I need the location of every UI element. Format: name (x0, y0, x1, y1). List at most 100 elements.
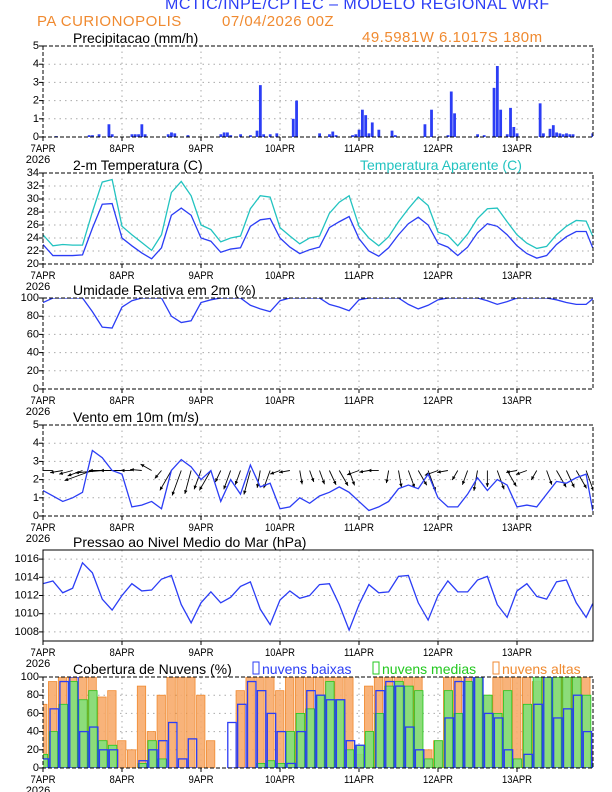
precip-bar (133, 134, 137, 137)
x-year-label: 2026 (26, 154, 50, 166)
wind-vector-head (423, 481, 427, 486)
x-tick-label: 12APR (423, 522, 453, 534)
y-tick-label: 0 (33, 510, 39, 522)
cloud-bar-nuvens-altas (285, 677, 295, 768)
y-tick-label: 1 (33, 492, 39, 504)
precip-bar (505, 134, 509, 137)
precip-bar (492, 87, 496, 137)
y-tick-label: 40 (27, 726, 39, 738)
wind-vector (184, 470, 192, 494)
cloud-bar-nuvens-baixas (553, 717, 563, 768)
cloud-bar-nuvens-baixas (43, 758, 50, 768)
wind-vector-head (590, 487, 593, 491)
panel-0: 0 1 2 3 4 5 7APR 8APR 9APR 10APR 11APR 12APR 13APR 20… (26, 30, 594, 166)
wind-vector-head (89, 468, 93, 473)
precip-bar (87, 135, 91, 137)
x-tick-label: 12APR (423, 774, 453, 786)
y-tick-label: 4 (33, 58, 39, 70)
precip-bar (91, 135, 94, 137)
legend-apparent-temp: Temperatura Aparente (C) (360, 157, 522, 173)
x-tick-label: 13APR (502, 395, 532, 407)
coords-label: 49.5981W 6.1017S 180m (362, 29, 543, 46)
precip-bar (364, 115, 368, 137)
cloud-bar-nuvens-medias (256, 763, 266, 768)
cloud-bar-nuvens-baixas (69, 677, 79, 768)
cloud-bar-nuvens-baixas (316, 694, 326, 768)
wind-vector-head (140, 464, 145, 468)
wind-vector-head (472, 486, 477, 491)
marks (43, 298, 593, 329)
x-tick-label: 7APR (31, 522, 56, 534)
x-tick-label: 13APR (502, 270, 532, 282)
precip-bar (423, 124, 427, 137)
x-tick-label: 9APR (189, 522, 214, 534)
cloud-bar-nuvens-baixas (187, 738, 198, 768)
wind-vector-head (64, 477, 69, 482)
y-tick-label: 100 (21, 671, 39, 683)
x-tick-label: 11APR (344, 143, 374, 155)
precip-bar (318, 133, 321, 137)
y-tick-label: 1010 (15, 608, 39, 620)
y-tick-label: 2 (33, 474, 39, 486)
cloud-bar-nuvens-medias (88, 690, 98, 768)
y-tick-label: 26 (27, 219, 39, 231)
x-tick-label: 11APR (344, 647, 374, 659)
legend-swatch (252, 661, 260, 675)
cloud-bar-nuvens-baixas (355, 744, 366, 768)
x-tick-label: 11APR (344, 522, 374, 534)
x-tick-label: 8APR (110, 395, 135, 407)
x-tick-label: 11APR (344, 774, 374, 786)
wind-vector (198, 470, 212, 491)
wind-vector-head (75, 470, 79, 475)
cloud-bar-nuvens-altas (206, 740, 216, 768)
wind-vector-head (38, 469, 42, 472)
wind-vector-head (171, 491, 176, 496)
y-tick-label: 24 (27, 232, 39, 244)
precip-bar (476, 134, 479, 137)
x-tick-label: 8APR (110, 143, 135, 155)
cloud-bar-nuvens-baixas (177, 758, 188, 768)
cloud-bar-nuvens-altas (176, 677, 186, 768)
x-tick-label: 8APR (110, 270, 135, 282)
cloud-bar-nuvens-baixas (256, 690, 267, 768)
y-tick-label: 32 (27, 180, 39, 192)
precip-bar (482, 135, 486, 137)
x-tick-label: 9APR (189, 143, 214, 155)
wind-vector-head (130, 468, 134, 472)
cloud-bar-nuvens-medias (572, 677, 582, 768)
series-line-0 (43, 449, 593, 512)
wind-vector (585, 470, 593, 491)
wind-vector (596, 471, 598, 481)
panel-5: 0 20 40 60 80 100 7APR 8APR 9APR 10APR 11APR 12APR 1… (21, 661, 594, 792)
precip-bar (143, 134, 147, 137)
x-tick-label: 11APR (344, 270, 374, 282)
y-tick-label: 0 (33, 762, 39, 774)
wind-vector-head (299, 480, 304, 485)
x-tick-label: 7APR (31, 395, 56, 407)
x-tick-label: 13APR (502, 774, 532, 786)
y-tick-label: 20 (27, 744, 39, 756)
cloud-bar-nuvens-medias (552, 677, 562, 768)
x-tick-label: 8APR (110, 647, 135, 659)
panel-4: 1008 1010 1012 1014 1016 7APR 8APR 9APR 10APR 11A… (15, 534, 594, 670)
precip-bar (370, 122, 374, 137)
precip-bar (453, 113, 456, 137)
precip-bar (295, 100, 298, 137)
cloud-bar-nuvens-medias (424, 758, 434, 768)
cloud-bar-nuvens-baixas (474, 677, 484, 768)
cloud-bar-nuvens-medias (364, 731, 375, 768)
cloud-bar-nuvens-medias (433, 740, 444, 768)
cloud-bar-nuvens-medias (532, 677, 542, 768)
wind-vector-head (120, 468, 125, 473)
precip-bar (542, 133, 545, 137)
panel-3: 0 1 2 3 4 5 7APR 8APR 9APR 10APR 11APR 12APR 13APR 20… (26, 409, 598, 545)
x-tick-label: 12APR (423, 395, 453, 407)
wind-vector-head (270, 471, 275, 475)
cloud-bar-nuvens-baixas (266, 712, 277, 768)
x-tick-label: 10APR (265, 647, 295, 659)
wind-vector-head (234, 480, 239, 485)
wind-vector-head (351, 481, 355, 486)
precip-bar (509, 107, 512, 137)
